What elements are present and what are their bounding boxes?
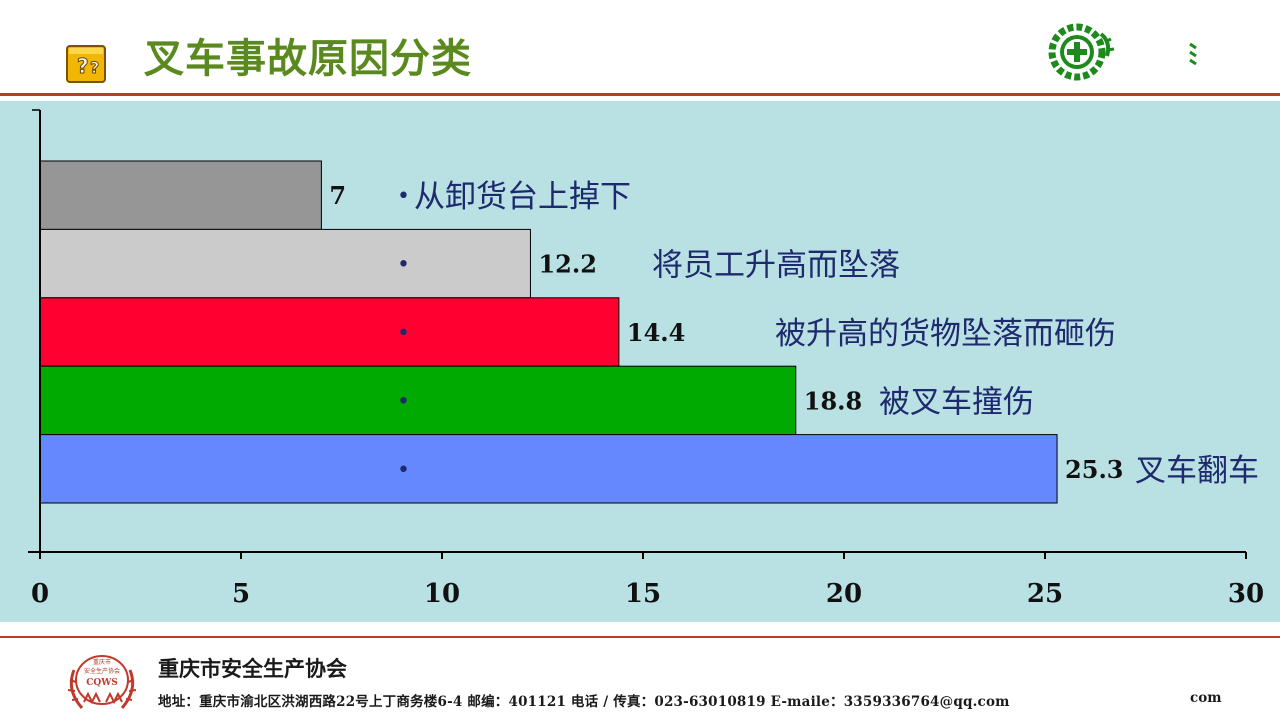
x-tick-label-4: 20 [826,579,862,609]
category-label-4: 叉车翻车 [1135,453,1259,489]
bullet-0: • [397,184,410,209]
category-label-3: 被叉车撞伤 [879,384,1034,420]
bullet-1: • [397,253,410,278]
cqws-association-logo: 重庆市 安全生产协会 CQWS [62,650,142,712]
bar-4 [39,434,1058,504]
bullet-3: • [397,389,410,414]
footer-rule [0,636,1280,638]
footer-partial-text: com [1190,690,1222,706]
page-title: 叉车事故原因分类 [144,36,472,82]
x-tick-label-1: 5 [232,579,250,609]
x-tick-label-0: 0 [31,579,49,609]
svg-text:?: ? [90,58,99,77]
x-tick-label-6: 30 [1228,579,1264,609]
bullet-4: • [397,458,410,483]
data-label-2: 14.4 [627,318,685,347]
bar-1 [39,228,531,299]
header-rule [0,93,1280,96]
footer-organization: 重庆市安全生产协会 [158,656,347,681]
data-label-0: 7 [329,181,346,210]
svg-text:?: ? [77,54,89,78]
question-block-icon: ? ? [66,45,106,83]
x-tick-label-3: 15 [625,579,661,609]
category-label-2: 被升高的货物坠落而砸伤 [775,316,1116,352]
logo-text-cqws: CQWS [86,678,118,688]
bullet-2: • [397,321,410,346]
x-tick-label-2: 10 [424,579,460,609]
bar-3 [39,365,797,436]
logo-fragment-icon [1188,40,1198,70]
bar-0 [39,160,322,230]
data-label-3: 18.8 [804,386,862,415]
data-label-1: 12.2 [538,250,596,279]
bar-2 [39,297,620,367]
logo-text-assoc: 安全生产协会 [84,667,120,675]
x-tick-label-5: 25 [1027,579,1063,609]
category-label-0: 从卸货台上掉下 [414,179,631,215]
logo-text-city: 重庆市 [93,658,111,666]
safety-cross-gear-logo [1043,22,1115,82]
footer-address: 地址：重庆市渝北区洪湖西路22号上丁商务楼6-4 邮编：401121 电话 / … [158,694,1010,710]
data-label-4: 25.3 [1065,455,1123,484]
category-label-1: 将员工升高而坠落 [652,248,900,284]
